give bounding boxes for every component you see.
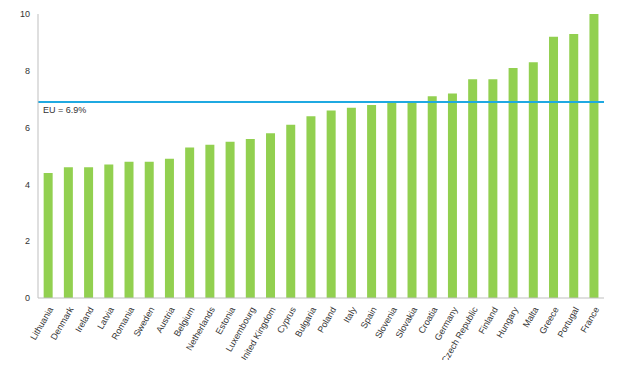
svg-text:Germany: Germany xyxy=(432,305,460,343)
svg-text:Estonia: Estonia xyxy=(213,305,238,337)
svg-text:Bulgaria: Bulgaria xyxy=(293,305,318,339)
svg-text:Denmark: Denmark xyxy=(49,305,76,342)
svg-text:Austria: Austria xyxy=(154,305,177,335)
svg-text:0: 0 xyxy=(25,293,30,303)
svg-text:Slovenia: Slovenia xyxy=(373,305,399,341)
svg-text:Poland: Poland xyxy=(316,305,339,334)
svg-text:Netherlands: Netherlands xyxy=(184,305,217,352)
svg-text:4: 4 xyxy=(25,180,30,190)
svg-text:Portugal: Portugal xyxy=(556,305,581,339)
svg-text:Croatia: Croatia xyxy=(416,305,440,336)
svg-text:Cyprus: Cyprus xyxy=(275,305,298,335)
svg-text:Italy: Italy xyxy=(342,305,359,325)
svg-text:Luxembourg: Luxembourg xyxy=(223,305,258,354)
svg-text:EU = 6.9%: EU = 6.9% xyxy=(43,105,86,115)
svg-text:Ireland: Ireland xyxy=(73,305,95,334)
svg-text:6: 6 xyxy=(25,123,30,133)
svg-text:Belgium: Belgium xyxy=(172,305,197,339)
svg-text:Czech Republic: Czech Republic xyxy=(440,305,480,360)
svg-text:Greece: Greece xyxy=(537,305,561,336)
svg-text:Finland: Finland xyxy=(476,305,501,336)
svg-text:United Kingdom: United Kingdom xyxy=(237,305,278,360)
svg-text:Lithuania: Lithuania xyxy=(28,305,56,342)
svg-text:Slovakia: Slovakia xyxy=(394,305,420,339)
svg-text:Malta: Malta xyxy=(521,305,541,329)
svg-text:2: 2 xyxy=(25,236,30,246)
svg-text:Sweden: Sweden xyxy=(132,305,157,338)
svg-text:Latvia: Latvia xyxy=(95,305,116,331)
svg-text:8: 8 xyxy=(25,66,30,76)
svg-text:Hungary: Hungary xyxy=(495,305,521,340)
svg-text:10: 10 xyxy=(20,9,30,19)
svg-text:Romania: Romania xyxy=(110,305,137,341)
svg-text:Spain: Spain xyxy=(359,305,379,330)
svg-text:France: France xyxy=(578,305,601,334)
